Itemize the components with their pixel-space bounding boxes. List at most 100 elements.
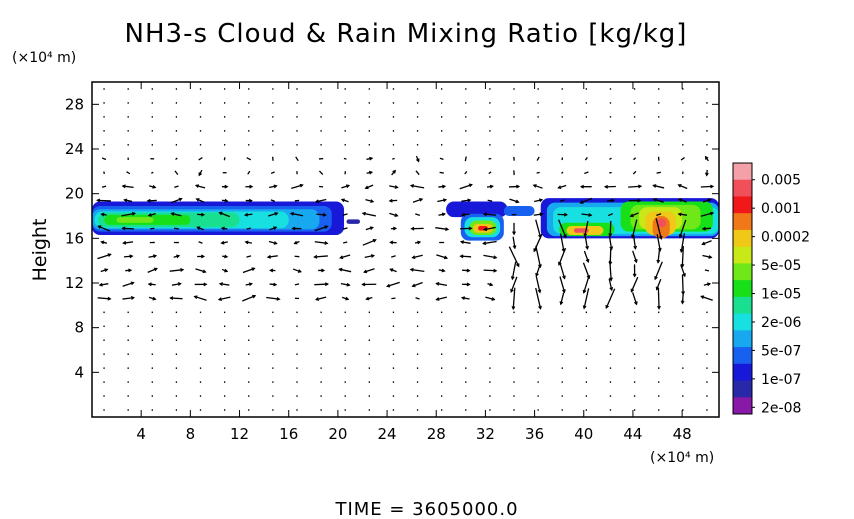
x-tick-label: 28: [427, 425, 446, 443]
wind-vector-head: [346, 282, 351, 287]
wind-vector-head: [194, 184, 200, 188]
colorbar-swatch: [733, 179, 752, 197]
wind-vector: [97, 297, 111, 300]
wind-vector-head: [441, 268, 446, 273]
wind-vector: [558, 184, 567, 189]
wind-vector: [342, 213, 348, 216]
wind-vector-head: [314, 199, 319, 204]
wind-vector: [343, 241, 348, 244]
wind-vector-head: [654, 276, 658, 281]
wind-vector-head: [583, 233, 588, 238]
wind-vector-head: [123, 198, 128, 203]
wind-vector-head: [224, 184, 229, 189]
wind-vector-head: [633, 245, 638, 250]
wind-vector-head: [460, 212, 466, 217]
wind-vector: [536, 156, 540, 161]
wind-vector-head: [276, 296, 281, 301]
wind-vector-head: [96, 198, 101, 203]
wind-vector: [584, 157, 588, 161]
wind-vector-head: [224, 198, 229, 203]
wind-vector-head: [533, 248, 537, 253]
wind-vector-head: [152, 296, 157, 301]
colorbar-label: 5e-05: [761, 258, 801, 274]
colorbar-swatch: [733, 363, 752, 382]
wind-vector: [242, 295, 256, 302]
wind-vector-head: [386, 283, 391, 288]
wind-vector-head: [147, 213, 152, 217]
wind-vector-head: [345, 184, 351, 189]
wind-vector-head: [324, 282, 330, 287]
wind-vector-head: [582, 289, 587, 294]
wind-vector: [533, 184, 543, 189]
x-axis: 4 8 12 16 20 24 28 32 36 40 44 48: [136, 82, 692, 443]
wind-vector-head: [98, 282, 103, 287]
wind-vector-head: [411, 283, 416, 288]
wind-vector: [246, 255, 252, 258]
wind-vector: [632, 292, 638, 305]
wind-vector-head: [248, 282, 253, 287]
wind-vector: [581, 213, 592, 216]
wind-vector: [653, 184, 665, 189]
wind-vector: [392, 157, 395, 160]
wind-vector-head: [609, 277, 613, 282]
wind-vector: [560, 292, 565, 305]
wind-vector: [247, 170, 251, 175]
wind-vector-head: [582, 305, 587, 310]
wind-vector-head: [289, 211, 294, 216]
wind-vector-head: [291, 226, 296, 231]
wind-vector: [415, 213, 421, 216]
wind-vector: [561, 171, 564, 174]
wind-vector: [461, 213, 470, 216]
wind-vector: [315, 198, 327, 203]
wind-vector: [439, 171, 444, 174]
x-tick-label: 12: [230, 425, 249, 443]
wind-vector: [169, 269, 184, 272]
wind-vector-head: [510, 288, 514, 294]
wind-vector-head: [392, 226, 398, 231]
wind-vector-head: [678, 234, 683, 239]
y-tick-label: 12: [65, 274, 84, 292]
colorbar-frame: [732, 162, 753, 415]
y-tick-label: 8: [74, 319, 84, 337]
wind-vector: [483, 269, 497, 272]
wind-vector: [654, 261, 663, 280]
wind-vector: [632, 170, 637, 175]
wind-vector: [386, 281, 400, 287]
x-tick-label: 48: [673, 425, 692, 443]
wind-vector-head: [121, 226, 126, 231]
wind-vector-head: [244, 240, 249, 245]
wind-vector-head: [202, 269, 207, 274]
x-unit-label: (×10⁴ m): [650, 450, 714, 466]
wind-vector: [464, 171, 468, 175]
wind-vector: [558, 219, 567, 238]
wind-vector-head: [365, 296, 370, 301]
wind-vector-head: [389, 268, 394, 272]
wind-vector: [267, 255, 278, 258]
y-tick-label: 4: [74, 363, 84, 381]
wind-vector: [223, 157, 226, 161]
wind-vector: [314, 241, 328, 244]
wind-vector-head: [169, 296, 174, 301]
wind-vector-head: [196, 226, 201, 230]
wind-vector-head: [460, 296, 466, 300]
wind-vector: [608, 235, 613, 250]
wind-vector-head: [394, 185, 399, 189]
colorbar-label: 0.005: [761, 173, 801, 189]
wind-vector: [437, 199, 447, 203]
wind-vector-head: [629, 213, 634, 218]
wind-vector: [702, 254, 712, 259]
wind-vector: [656, 171, 661, 174]
wind-vector: [365, 226, 373, 231]
wind-vector: [147, 267, 158, 273]
wind-vector-head: [224, 268, 229, 273]
wind-vector: [341, 184, 350, 189]
wind-vector-head: [515, 263, 520, 268]
wind-vector: [609, 157, 612, 160]
wind-vector: [389, 212, 398, 217]
wind-vector-head: [710, 184, 715, 189]
wind-vector-head: [459, 240, 465, 245]
wind-vector-head: [442, 184, 447, 189]
x-tick-label: 36: [525, 425, 544, 443]
wind-vector-head: [147, 282, 152, 287]
